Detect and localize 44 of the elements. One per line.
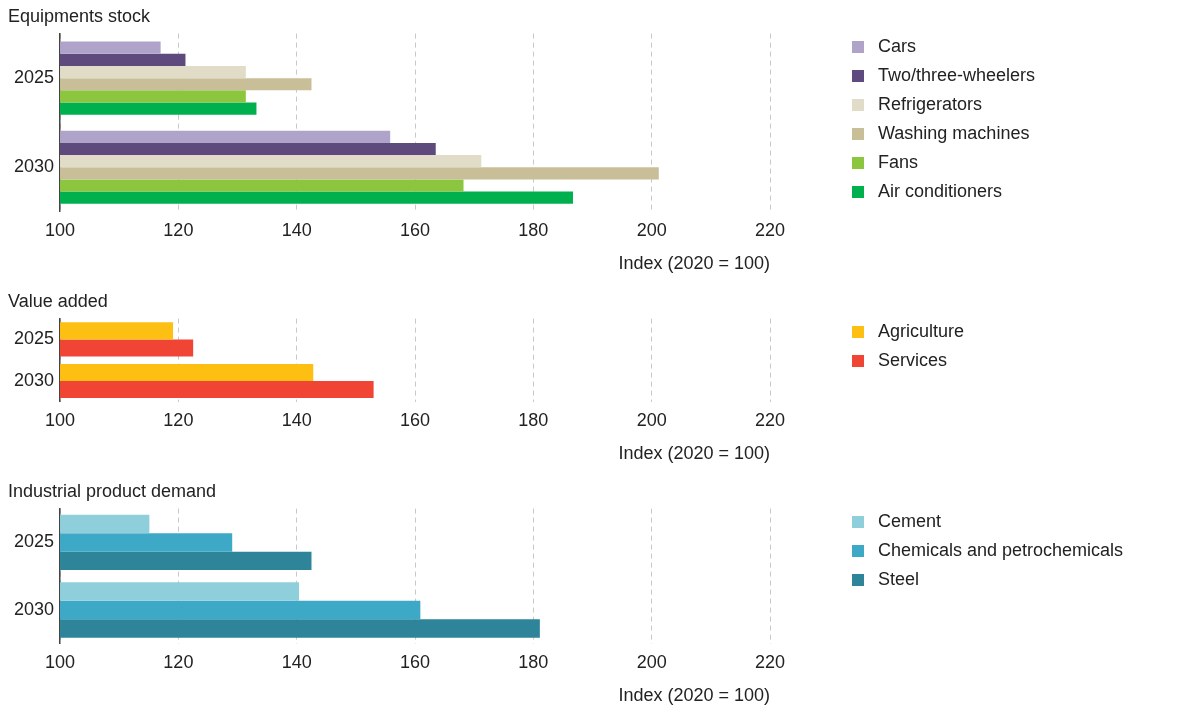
x-tick-label: 180 [518,219,549,240]
legend-label: Two/three-wheelers [878,65,1036,86]
y-tick-label: 2030 [14,156,55,177]
x-tick-label: 120 [163,651,194,672]
y-tick-label: 2025 [14,531,55,552]
legend-label: Cars [878,36,917,57]
x-axis-title: Index (2020 = 100) [618,253,770,274]
x-tick-label: 200 [636,409,667,430]
y-tick-label: 2025 [14,328,55,349]
x-tick-label: 180 [518,409,549,430]
x-tick-label: 100 [45,651,76,672]
x-tick-label: 160 [400,651,431,672]
x-tick-label: 140 [281,409,312,430]
x-tick-label: 140 [281,651,312,672]
x-tick-label: 160 [400,409,431,430]
x-tick-label: 100 [45,219,76,240]
x-tick-label: 220 [754,409,786,430]
x-tick-label: 220 [754,651,786,672]
x-tick-label: 100 [45,409,76,430]
x-axis-title: Index (2020 = 100) [618,443,770,464]
chart-title: Value added [8,290,108,311]
x-tick-label: 160 [400,219,431,240]
x-axis-title: Index (2020 = 100) [618,685,770,706]
y-tick-label: 2030 [14,598,55,619]
legend-label: Steel [878,569,920,590]
legend-label: Cement [878,511,942,532]
chart-title: Industrial product demand [8,480,217,501]
legend-label: Fans [878,152,919,173]
legend-label: Air conditioners [878,181,1003,202]
x-tick-label: 120 [163,219,194,240]
legend-label: Agriculture [878,321,965,342]
y-tick-label: 2030 [14,369,55,390]
x-tick-label: 180 [518,651,549,672]
x-tick-label: 200 [636,651,667,672]
x-tick-label: 200 [636,219,667,240]
chart-title: Equipments stock [8,5,152,26]
x-tick-label: 220 [754,219,786,240]
legend-label: Refrigerators [878,94,983,115]
legend-label: Chemicals and petrochemicals [878,540,1124,561]
x-tick-label: 120 [163,409,194,430]
legend-label: Washing machines [878,123,1030,144]
y-tick-label: 2025 [14,67,55,88]
legend-label: Services [878,350,948,371]
x-tick-label: 140 [281,219,312,240]
